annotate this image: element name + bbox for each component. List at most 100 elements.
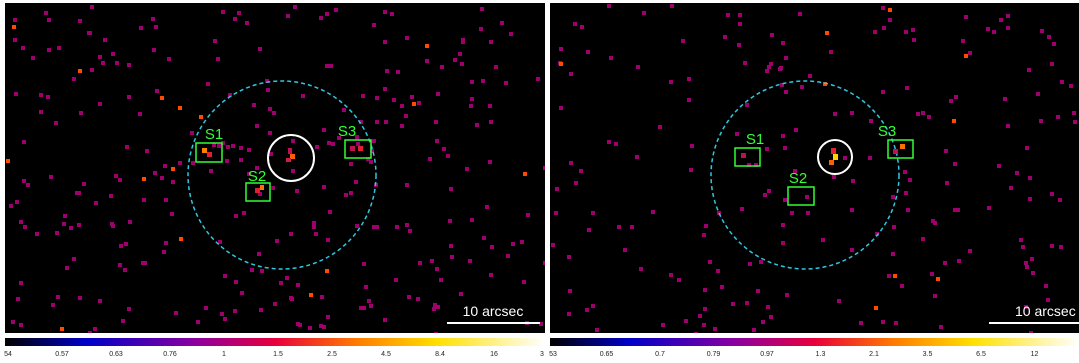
photon <box>780 83 784 87</box>
photon <box>405 183 409 187</box>
photon <box>661 323 665 327</box>
photon <box>1072 111 1076 115</box>
photon <box>328 210 332 214</box>
photon <box>436 305 440 309</box>
photon <box>591 304 595 308</box>
colorbar-label: 4.5 <box>381 351 391 358</box>
colorbar-label: 6.5 <box>976 351 986 358</box>
photon <box>72 257 76 261</box>
photon <box>778 67 782 71</box>
photon <box>65 266 69 270</box>
photon <box>952 119 956 123</box>
photon <box>178 106 182 110</box>
photon <box>432 307 436 311</box>
photon <box>331 142 335 146</box>
photon <box>385 69 389 73</box>
photon <box>781 241 785 245</box>
photon <box>364 285 368 289</box>
photon <box>259 308 263 312</box>
photon <box>539 322 543 326</box>
source-box <box>787 186 815 206</box>
photon <box>295 189 299 193</box>
photon <box>723 35 727 39</box>
photon <box>383 40 387 44</box>
photon <box>690 144 694 148</box>
photon <box>614 142 618 146</box>
photon <box>344 193 348 197</box>
photon <box>759 260 763 264</box>
photon <box>119 244 123 248</box>
photon <box>55 231 59 235</box>
photon <box>390 12 394 16</box>
photon <box>468 259 472 263</box>
photon <box>953 162 957 166</box>
source-circle <box>817 139 853 175</box>
photon <box>551 243 555 247</box>
photon <box>882 26 886 30</box>
photon <box>206 82 210 86</box>
photon <box>737 43 741 47</box>
photon <box>479 27 483 31</box>
photon <box>142 177 146 181</box>
photon <box>509 32 513 36</box>
photon <box>999 18 1003 22</box>
photon <box>635 155 639 159</box>
photon <box>1036 92 1040 96</box>
photon <box>26 183 30 187</box>
photon <box>1050 192 1054 196</box>
photon <box>569 72 573 76</box>
photon <box>1059 245 1063 249</box>
photon <box>247 172 251 176</box>
photon <box>783 146 787 150</box>
photon <box>392 98 396 102</box>
colorbar-label: 0.63 <box>109 351 123 358</box>
photon <box>362 262 366 266</box>
photon <box>639 267 643 271</box>
photon <box>410 95 414 99</box>
photon <box>145 149 149 153</box>
colorbar-label: 53 <box>549 351 557 358</box>
photon <box>247 148 251 152</box>
photon <box>765 147 769 151</box>
photon <box>19 220 23 224</box>
photon <box>19 281 23 285</box>
photon <box>449 187 453 191</box>
photon <box>869 119 873 123</box>
photon <box>642 11 646 15</box>
photon <box>888 8 892 12</box>
photon <box>783 198 787 202</box>
photon <box>369 160 373 164</box>
photon <box>748 262 752 266</box>
photon <box>127 307 131 311</box>
photon <box>162 250 166 254</box>
photon <box>115 61 119 65</box>
photon <box>1056 115 1060 119</box>
photon <box>573 22 577 26</box>
photon <box>60 327 64 331</box>
photon <box>1069 84 1073 88</box>
photon <box>713 327 717 331</box>
photon <box>90 68 94 72</box>
photon <box>794 128 798 132</box>
photon <box>98 55 102 59</box>
photon <box>372 23 376 27</box>
photon <box>591 211 595 215</box>
photon <box>242 211 246 215</box>
photon <box>1006 124 1010 128</box>
photon <box>35 232 39 236</box>
photon <box>543 261 545 265</box>
photon <box>46 95 50 99</box>
photon <box>143 261 147 265</box>
photon <box>125 145 129 149</box>
photon <box>223 274 227 278</box>
source-label: S2 <box>789 170 807 187</box>
photon <box>252 103 256 107</box>
photon <box>708 260 712 264</box>
photon <box>372 225 376 229</box>
photon <box>669 80 673 84</box>
photon <box>272 111 276 115</box>
source-label: S1 <box>205 126 223 143</box>
photon <box>987 206 991 210</box>
photon <box>271 186 275 190</box>
photon <box>257 252 261 256</box>
